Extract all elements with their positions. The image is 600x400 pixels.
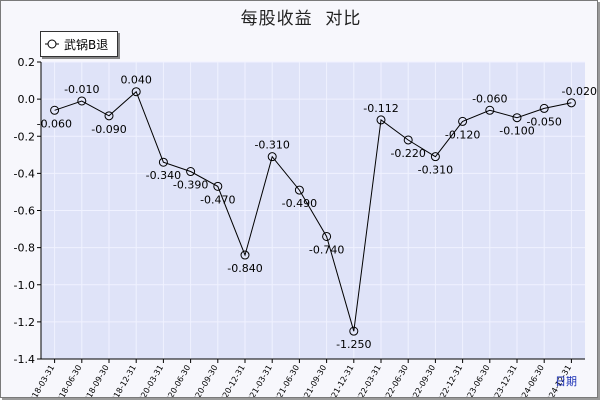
x-tick-label: 2021-03-31 — [243, 364, 274, 399]
y-tick-label: -1.4 — [14, 353, 35, 366]
y-tick-label: -0.4 — [14, 167, 35, 180]
data-label: -0.050 — [526, 115, 561, 128]
data-label: -0.310 — [418, 164, 453, 177]
x-axis-title: 日期 — [555, 375, 577, 388]
x-tick-label: 2022-09-30 — [406, 364, 437, 399]
y-tick-label: -1.0 — [14, 279, 35, 292]
data-point — [131, 87, 141, 97]
data-label: -0.090 — [91, 123, 126, 136]
x-tick-label: 2020-09-30 — [188, 364, 219, 399]
data-label: 0.040 — [120, 74, 152, 87]
data-label: -0.112 — [363, 102, 398, 115]
data-label: -0.490 — [282, 197, 317, 210]
data-label: -0.310 — [254, 139, 289, 152]
x-tick-label: 2021-12-31 — [324, 364, 355, 399]
chart-title: 每股收益 对比 — [240, 9, 362, 29]
x-tick-label: 2023-12-31 — [488, 364, 519, 399]
data-point — [539, 103, 549, 113]
data-label: -0.220 — [390, 147, 425, 160]
data-point — [294, 185, 304, 195]
data-point — [403, 135, 413, 145]
x-tick-label: 2020-12-31 — [216, 364, 247, 399]
y-tick-label: -0.8 — [14, 242, 35, 255]
data-label: -0.340 — [146, 169, 181, 182]
data-label: -0.060 — [472, 92, 507, 105]
data-point — [458, 116, 468, 126]
x-tick-label: 2018-12-31 — [107, 364, 138, 399]
x-tick-label: 2020-03-31 — [134, 364, 165, 399]
data-label: -0.470 — [200, 193, 235, 206]
legend: 武锅B退 — [40, 31, 118, 57]
data-point — [50, 105, 60, 115]
data-point — [240, 250, 250, 260]
x-tick-label: 2024-06-30 — [515, 364, 546, 399]
x-tick-label: 2023-06-30 — [460, 364, 491, 399]
x-tick-label: 2018-06-30 — [52, 364, 83, 399]
x-tick-label: 2022-06-30 — [379, 364, 410, 399]
data-label: -0.100 — [499, 125, 534, 138]
x-tick-label: 2018-09-30 — [80, 364, 111, 399]
data-label: -0.740 — [309, 243, 344, 256]
data-label: -0.060 — [37, 117, 72, 130]
y-tick-label: -0.2 — [14, 130, 35, 143]
x-tick-label: 2020-06-30 — [161, 364, 192, 399]
data-point — [213, 181, 223, 191]
data-point — [186, 167, 196, 177]
legend-marker-icon — [45, 39, 59, 49]
data-point — [349, 326, 359, 336]
x-tick-label: 2022-12-31 — [433, 364, 464, 399]
data-point — [566, 98, 576, 108]
data-point — [322, 231, 332, 241]
data-point — [512, 113, 522, 123]
x-tick-label: 2022-03-31 — [352, 364, 383, 399]
x-tick-label: 2021-06-30 — [270, 364, 301, 399]
legend-label: 武锅B退 — [64, 38, 109, 52]
data-point — [376, 115, 386, 125]
x-tick-label: 2018-03-31 — [25, 364, 56, 399]
y-tick-label: -0.6 — [14, 205, 35, 218]
series-group: -0.060 -0.010 -0.090 0.040 -0.340-0.390-0.47… — [37, 74, 597, 351]
data-point — [77, 96, 87, 106]
data-point — [267, 152, 277, 162]
data-label: -0.390 — [173, 179, 208, 192]
data-label: -1.250 — [336, 338, 371, 351]
y-tick-label: 0.0 — [18, 93, 36, 106]
series-line — [54, 90, 572, 332]
data-label: -0.840 — [227, 262, 262, 275]
y-tick-label: -1.2 — [14, 316, 35, 329]
data-point — [104, 111, 114, 121]
data-point — [430, 152, 440, 162]
data-label: -0.010 — [64, 83, 99, 96]
data-label: -0.120 — [445, 128, 480, 141]
x-tick-label: 2021-09-30 — [297, 364, 328, 399]
data-point — [485, 105, 495, 115]
y-tick-label: 0.2 — [18, 56, 36, 69]
data-label: -0.020 — [562, 85, 597, 98]
data-point — [158, 157, 168, 167]
